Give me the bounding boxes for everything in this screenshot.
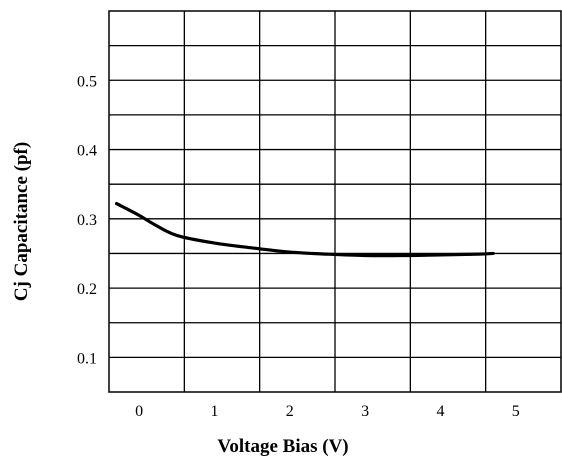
- x-tick-label: 1: [210, 403, 218, 420]
- x-tick-label: 3: [361, 403, 369, 420]
- y-tick-label: 0.5: [77, 73, 97, 90]
- x-tick-label: 0: [135, 403, 143, 420]
- y-tick-label: 0.1: [77, 350, 97, 367]
- y-tick-label: 0.4: [77, 143, 97, 160]
- chart-grid: [109, 11, 561, 392]
- x-tick-label: 5: [512, 403, 520, 420]
- x-tick-label: 4: [436, 403, 444, 420]
- x-axis-tick-labels: 0 1 2 3 4 5: [135, 403, 520, 420]
- x-axis-title: Voltage Bias (V): [217, 436, 348, 457]
- y-axis-tick-labels: 0.1 0.2 0.3 0.4 0.5: [77, 73, 97, 367]
- x-tick-label: 2: [286, 403, 294, 420]
- y-axis-title: Cj Capacitance (pf): [11, 142, 32, 301]
- y-tick-label: 0.3: [77, 212, 97, 229]
- y-tick-label: 0.2: [77, 281, 97, 298]
- capacitance-curve: [114, 201, 495, 258]
- plot-frame: [108, 10, 562, 393]
